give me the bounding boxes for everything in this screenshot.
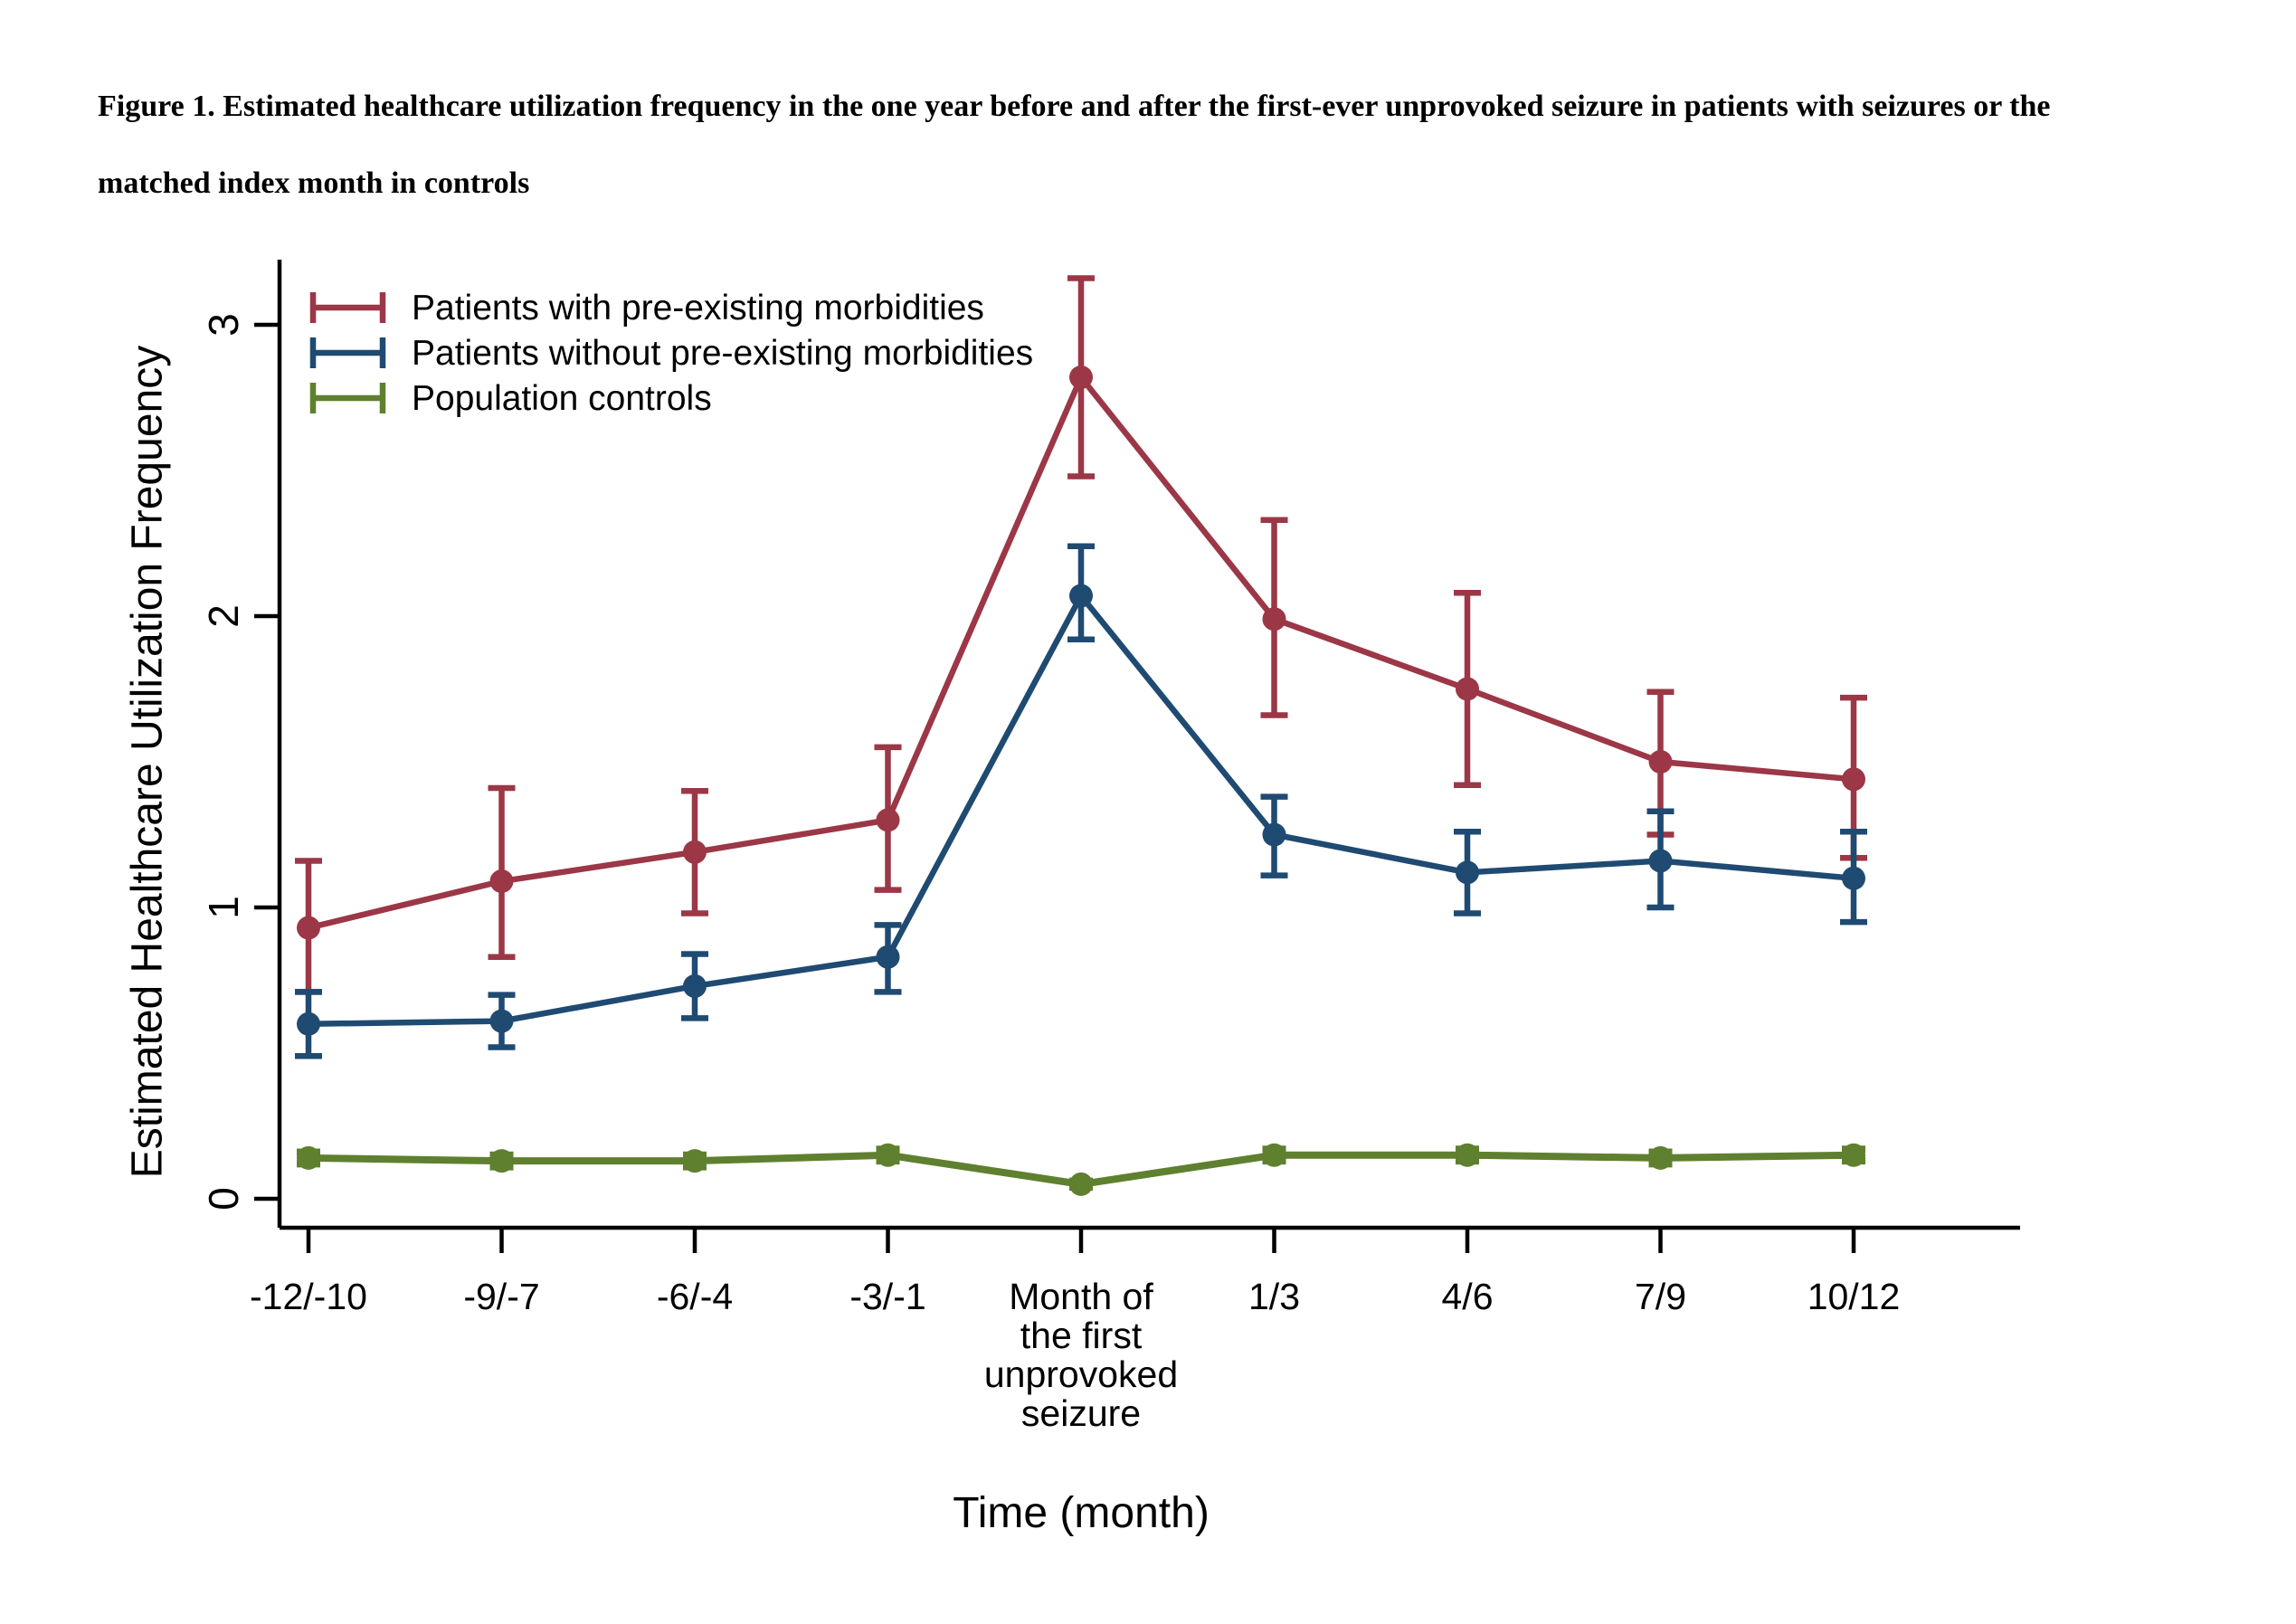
data-point (1262, 822, 1286, 847)
data-point (876, 808, 900, 832)
data-point (1842, 1143, 1865, 1167)
x-tick-label: 1/3 (1248, 1276, 1300, 1317)
x-tick-label: -12/-10 (250, 1276, 367, 1317)
data-point (489, 1009, 514, 1033)
legend-label: Population controls (412, 379, 712, 418)
series-line (308, 590, 1855, 1028)
data-point (876, 1143, 900, 1167)
legend-item-patients-with-pre-existing-morbidities: Patients with pre-existing morbidities (309, 289, 984, 328)
data-point (683, 973, 707, 998)
data-point (1456, 677, 1479, 701)
series-patients-with-pre-existing-morbidities (295, 275, 1867, 995)
caption-line-1: Figure 1. Estimated healthcare utilizati… (98, 90, 2051, 123)
data-point (1069, 1172, 1093, 1196)
data-point (1069, 365, 1093, 389)
y-tick-label: 3 (200, 313, 247, 337)
y-tick-label: 0 (200, 1187, 247, 1211)
data-point (1262, 607, 1286, 632)
y-tick-label: 1 (200, 896, 247, 919)
data-point (1456, 860, 1479, 885)
series-patients-without-pre-existing-morbidities (295, 543, 1867, 1059)
legend: Patients with pre-existing morbidities Pa… (309, 289, 1033, 418)
data-point (297, 916, 320, 940)
x-tick-label: -3/-1 (849, 1276, 925, 1317)
data-point (297, 1011, 320, 1036)
data-point (1842, 866, 1865, 890)
legend-item-population-controls: Population controls (309, 379, 712, 418)
data-point (489, 869, 514, 894)
figure-caption: Figure 1. Estimated healthcare utilizati… (98, 68, 2051, 222)
x-tick-label: 4/6 (1442, 1276, 1494, 1317)
legend-item-patients-without-pre-existing-morbidities: Patients without pre-existing morbiditie… (309, 334, 1033, 373)
data-point (1648, 849, 1673, 873)
x-tick-label: 10/12 (1807, 1276, 1901, 1317)
data-point (1456, 1143, 1479, 1167)
data-point (489, 1149, 514, 1173)
series-population-controls (297, 1143, 1865, 1196)
data-point (1648, 1145, 1673, 1170)
x-tick-label: Month of the first unprovoked seizure (984, 1276, 1178, 1434)
axes: 0 1 2 3 Estimated Healthcare Utilization Fre… (124, 260, 2020, 1537)
data-point (876, 945, 900, 969)
y-axis-title: Estimated Healthcare Utilization Frequen… (124, 346, 172, 1178)
y-tick-label: 2 (200, 604, 247, 628)
legend-label: Patients with pre-existing morbidities (412, 289, 984, 328)
data-point (1648, 750, 1673, 774)
data-point (1069, 584, 1093, 608)
data-point (683, 840, 707, 864)
x-tick-label: 7/9 (1635, 1276, 1686, 1317)
x-tick-label: -9/-7 (463, 1276, 539, 1317)
data-point (1262, 1143, 1286, 1167)
caption-line-2: matched index month in controls (98, 166, 530, 200)
data-point (297, 1145, 320, 1170)
legend-label: Patients without pre-existing morbiditie… (412, 334, 1033, 373)
data-point (1842, 767, 1865, 792)
x-axis-title: Time (month) (953, 1489, 1210, 1537)
data-point (683, 1149, 707, 1173)
x-tick-label: -6/-4 (657, 1276, 733, 1317)
